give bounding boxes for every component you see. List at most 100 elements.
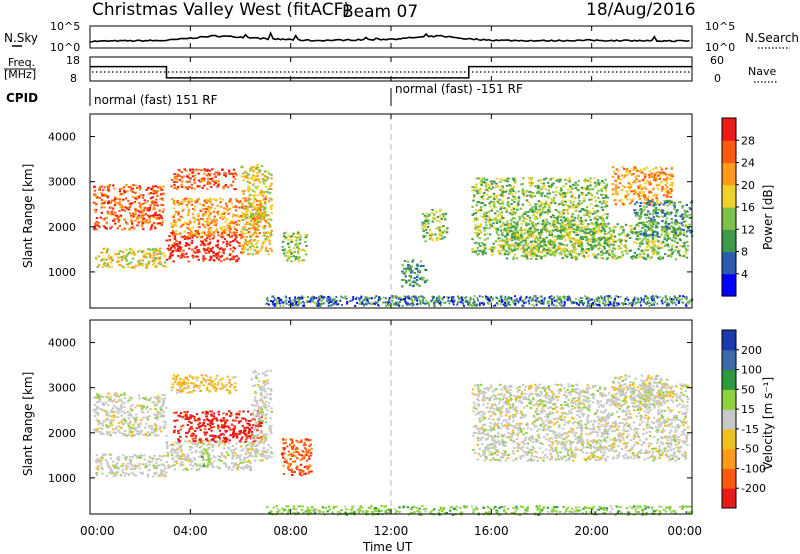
data-cell [625, 171, 628, 173]
data-cell [246, 213, 249, 216]
data-cell [142, 228, 145, 231]
data-cell [352, 296, 355, 299]
data-cell [120, 258, 124, 261]
data-cell [93, 185, 96, 188]
data-cell [656, 253, 659, 256]
data-cell [180, 256, 183, 259]
data-cell [566, 298, 569, 301]
date-label: 18/Aug/2016 [586, 0, 696, 20]
data-cell [519, 233, 523, 236]
data-cell [497, 303, 499, 306]
data-cell [251, 209, 254, 212]
data-cell [95, 217, 99, 219]
data-cell [253, 198, 257, 201]
data-cell [174, 221, 177, 224]
data-cell [624, 195, 628, 198]
data-cell [547, 204, 551, 207]
data-cell [575, 257, 579, 260]
data-cell [143, 206, 146, 209]
data-cell [521, 188, 525, 191]
data-cell [268, 224, 271, 227]
data-cell [173, 242, 176, 245]
data-cell [646, 302, 649, 305]
data-cell [151, 187, 154, 189]
data-cell [127, 208, 130, 211]
data-cell [387, 301, 390, 304]
data-cell [597, 253, 600, 256]
data-cell [603, 205, 606, 208]
data-cell [456, 303, 458, 306]
data-cell [633, 231, 636, 234]
data-cell [542, 238, 545, 241]
data-cell [219, 201, 222, 204]
data-cell [642, 178, 645, 181]
data-cell [422, 236, 426, 239]
data-cell [187, 185, 191, 188]
data-cell [655, 184, 659, 187]
data-cell [645, 295, 648, 298]
data-cell [476, 218, 479, 221]
data-cell [187, 223, 190, 226]
data-cell [147, 248, 150, 251]
data-cell [633, 203, 637, 206]
data-cell [257, 211, 261, 213]
data-cell [474, 218, 478, 221]
data-cell [503, 228, 506, 231]
data-cell [607, 222, 610, 225]
data-cell [147, 209, 151, 212]
data-cell [265, 179, 268, 182]
data-cell [266, 231, 270, 234]
data-cell [558, 237, 562, 240]
data-cell [615, 168, 619, 171]
data-cell [621, 253, 625, 256]
data-cell [147, 262, 150, 265]
data-cell [216, 240, 220, 243]
data-cell [644, 302, 647, 305]
data-cell [580, 193, 584, 196]
data-cell [233, 247, 237, 250]
data-cell [385, 304, 388, 307]
data-cell [563, 304, 565, 307]
data-cell [520, 238, 523, 241]
data-cell [602, 197, 605, 199]
data-cell [542, 182, 546, 185]
data-cell [537, 184, 540, 187]
data-cell [605, 233, 609, 236]
data-cell [95, 203, 98, 206]
data-cell [595, 225, 599, 228]
data-cell [107, 200, 111, 203]
data-cell [537, 250, 540, 253]
data-cell [259, 201, 262, 204]
data-cell [517, 245, 521, 248]
data-cell [238, 242, 241, 245]
data-cell [307, 300, 310, 303]
data-cell [500, 243, 504, 246]
data-cell [113, 198, 117, 201]
data-cell [625, 169, 628, 172]
data-cell [556, 220, 559, 223]
data-cell [173, 207, 176, 210]
data-cell [660, 258, 663, 260]
data-cell [422, 230, 425, 233]
data-cell [182, 253, 185, 256]
data-cell [248, 252, 251, 255]
data-cell [112, 184, 115, 187]
data-cell [301, 297, 303, 300]
data-cell [538, 236, 541, 239]
data-cell [651, 298, 653, 301]
data-cell [524, 254, 528, 257]
data-cell [433, 304, 435, 307]
data-cell [643, 186, 646, 189]
data-cell [510, 237, 514, 239]
data-cell [256, 223, 259, 226]
data-cell [201, 218, 204, 221]
data-cell [508, 297, 511, 300]
data-cell [578, 237, 582, 239]
data-cell [438, 229, 442, 232]
data-cell [192, 207, 195, 210]
data-cell [206, 177, 210, 180]
data-cell [680, 215, 683, 218]
data-cell [414, 281, 417, 284]
data-cell [441, 298, 444, 301]
data-cell [113, 219, 116, 222]
